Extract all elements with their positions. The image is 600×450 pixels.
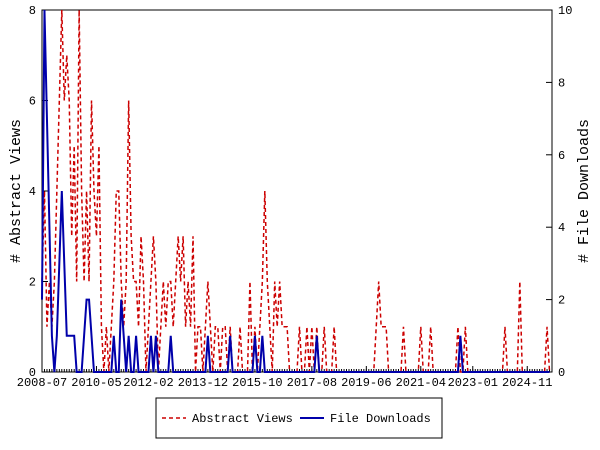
y2-tick-label: 0 xyxy=(558,366,565,380)
y2-axis-title: # File Downloads xyxy=(576,119,593,263)
x-tick-label: 2019-06 xyxy=(341,376,391,390)
series-line xyxy=(41,9,550,373)
y2-tick-label: 8 xyxy=(558,76,565,90)
y-axis-title: # Abstract Views xyxy=(8,119,25,263)
legend-box xyxy=(155,397,443,439)
x-tick-label: 2012-02 xyxy=(123,376,173,390)
y-tick-label: 4 xyxy=(29,185,36,199)
x-tick-label: 2017-08 xyxy=(287,376,337,390)
series-line xyxy=(41,9,551,373)
y2-tick-label: 6 xyxy=(558,149,565,163)
x-tick-label: 2013-12 xyxy=(178,376,228,390)
y2-tick-label: 10 xyxy=(558,4,572,18)
y-tick-label: 6 xyxy=(29,95,36,109)
legend-label: Abstract Views xyxy=(192,412,293,426)
x-tick-label: 2023-01 xyxy=(448,376,498,390)
x-tick-label: 2024-11 xyxy=(502,376,552,390)
y2-tick-label: 4 xyxy=(558,221,565,235)
y-tick-label: 0 xyxy=(29,366,36,380)
x-tick-label: 2021-04 xyxy=(396,376,446,390)
y2-tick-label: 2 xyxy=(558,294,565,308)
x-tick-label: 2015-10 xyxy=(232,376,282,390)
x-tick-label: 2010-05 xyxy=(71,376,121,390)
y-tick-label: 2 xyxy=(29,276,36,290)
x-tick-label: 2008-07 xyxy=(17,376,67,390)
y-tick-label: 8 xyxy=(29,4,36,18)
legend-label: File Downloads xyxy=(330,412,431,426)
